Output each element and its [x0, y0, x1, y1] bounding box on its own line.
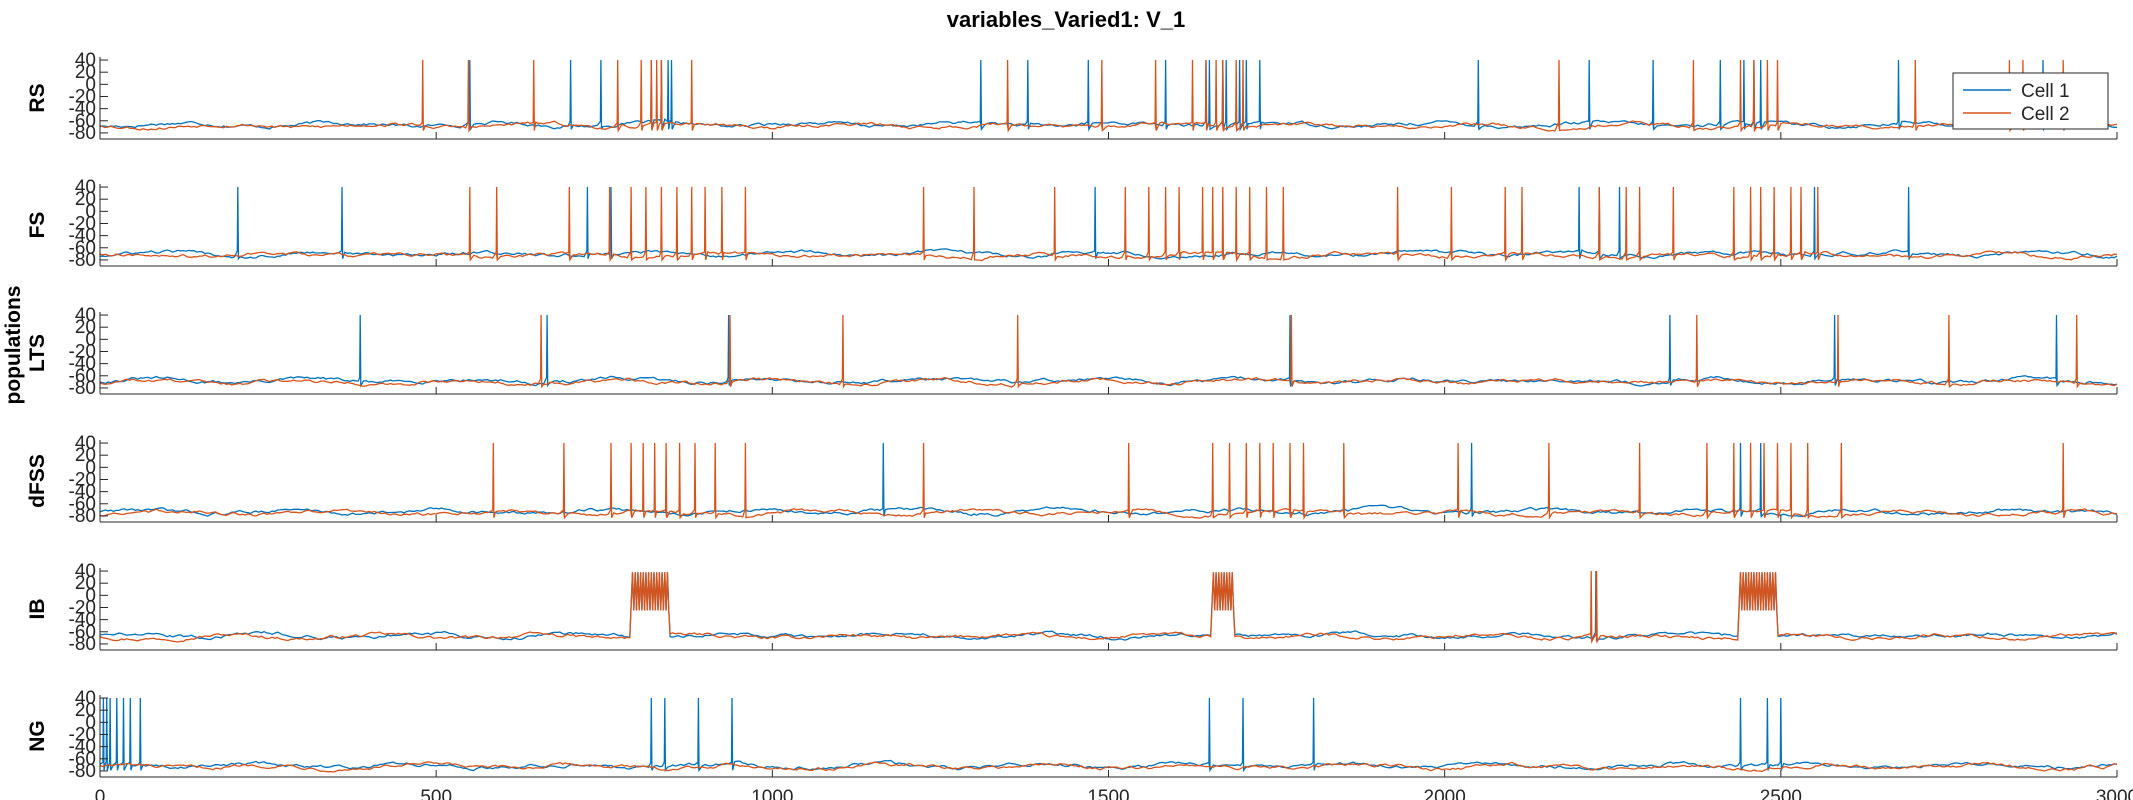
panel-label-dfss: dFSS	[26, 454, 49, 508]
y-tick-label: 0	[85, 585, 96, 606]
series-cell2-line	[99, 570, 2118, 645]
legend-label-cell2: Cell 2	[2021, 104, 2070, 125]
y-tick-label: 40	[75, 688, 96, 709]
y-tick-label: -60	[69, 749, 96, 770]
y-tick-label: -40	[69, 610, 96, 631]
y-tick-label: 20	[75, 62, 96, 83]
y-tick-label: -60	[69, 622, 96, 643]
series-cell1-line	[99, 59, 2117, 132]
y-tick-label: 40	[75, 561, 96, 582]
x-tick-label: 1000	[751, 787, 793, 800]
y-tick-label: -80	[69, 378, 96, 399]
legend-label-cell1: Cell 1	[2021, 81, 2070, 102]
y-tick-label: -80	[69, 506, 96, 527]
y-tick-label: 0	[85, 329, 96, 350]
y-tick-label: 40	[75, 177, 96, 198]
panel-label-ng: NG	[26, 720, 49, 752]
x-tick-label: 2000	[1424, 787, 1466, 800]
series-cell2-line	[99, 761, 2118, 773]
series-cell2-line	[99, 186, 2118, 263]
subplots: 40200-20-40-60-80RS40200-20-40-60-80FS40…	[26, 50, 2133, 800]
y-tick-label: -20	[69, 341, 96, 362]
chart-title: variables_Varied1: V_1	[947, 7, 1186, 32]
y-tick-label: -40	[69, 354, 96, 375]
y-tick-label: 20	[75, 189, 96, 210]
y-tick-label: -20	[69, 86, 96, 107]
y-tick-label: 40	[75, 305, 96, 326]
y-tick-label: -80	[69, 634, 96, 655]
series-cell1-line	[99, 570, 2118, 642]
y-tick-label: -40	[69, 737, 96, 758]
series-cell2-line	[99, 59, 2118, 133]
y-tick-label: -20	[69, 213, 96, 234]
y-tick-label: -60	[69, 111, 96, 132]
series-cell1-line	[99, 697, 2118, 773]
y-tick-label: 20	[75, 573, 96, 594]
y-tick-label: 0	[85, 712, 96, 733]
y-tick-label: -20	[69, 724, 96, 745]
x-tick-label: 0	[95, 787, 106, 800]
x-tick-label: 2500	[1760, 787, 1802, 800]
series-cell1-line	[99, 314, 2118, 388]
y-tick-label: -60	[69, 366, 96, 387]
legend-box	[1952, 72, 2109, 130]
y-tick-label: -20	[69, 469, 96, 490]
y-tick-label: -60	[69, 494, 96, 515]
series-cell1-line	[99, 186, 2118, 261]
x-tick-label: 500	[420, 787, 452, 800]
panel-label-lts: LTS	[26, 334, 49, 372]
panel-label-ib: IB	[26, 599, 49, 620]
y-tick-label: -80	[69, 123, 96, 144]
panel-label-rs: RS	[26, 83, 49, 112]
y-tick-label: -40	[69, 482, 96, 503]
panel-label-fs: FS	[26, 212, 49, 239]
y-tick-label: -80	[69, 761, 96, 782]
series-cell2-line	[99, 314, 2118, 389]
y-tick-label: -20	[69, 597, 96, 618]
y-tick-label: 20	[75, 700, 96, 721]
x-tick-label: 1500	[1087, 787, 1129, 800]
x-tick-label: 3000	[2096, 787, 2133, 800]
y-tick-label: -40	[69, 99, 96, 120]
y-tick-label: -40	[69, 226, 96, 247]
y-tick-label: 0	[85, 457, 96, 478]
y-axis-label: populations	[2, 286, 25, 405]
series-cell1-line	[99, 442, 2118, 519]
y-tick-label: 20	[75, 445, 96, 466]
y-tick-label: -60	[69, 238, 96, 259]
y-tick-label: 0	[85, 74, 96, 95]
y-tick-label: 20	[75, 317, 96, 338]
y-tick-label: 40	[75, 50, 96, 71]
series-cell2-line	[99, 442, 2118, 521]
y-tick-label: -80	[69, 250, 96, 271]
y-tick-label: 40	[75, 433, 96, 454]
y-tick-label: 0	[85, 201, 96, 222]
